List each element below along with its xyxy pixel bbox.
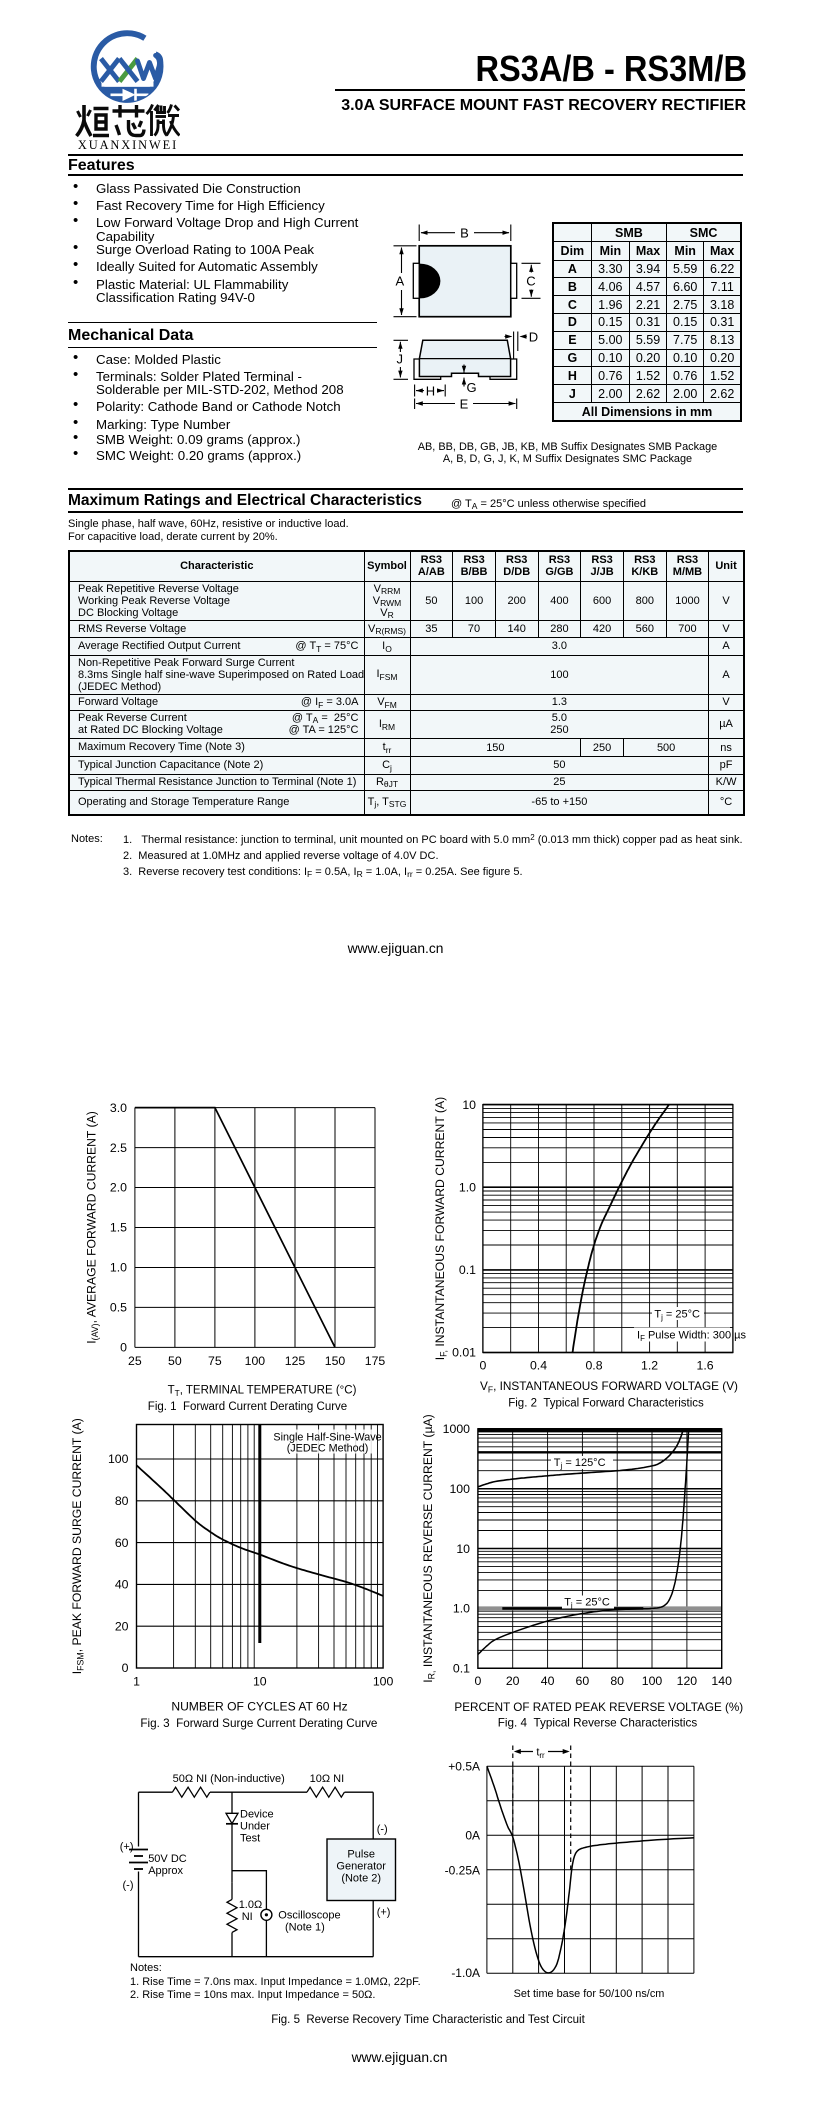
svg-text:Approx: Approx [148,1865,183,1877]
svg-text:10: 10 [462,1098,476,1112]
svg-text:Oscilloscope: Oscilloscope [278,1909,340,1921]
svg-text:0: 0 [120,1341,127,1355]
svg-text:+0.5A: +0.5A [448,1760,480,1774]
svg-text:50V DC: 50V DC [148,1853,187,1865]
svg-text:NI: NI [242,1911,253,1923]
svg-text:20: 20 [506,1674,520,1688]
svg-text:(+): (+) [377,1907,391,1919]
svg-text:Fig. 4 Typical Reverse Charac: Fig. 4 Typical Reverse Characteristics [498,1717,698,1730]
svg-text:G: G [466,380,476,395]
svg-text:1.0: 1.0 [110,1261,127,1275]
svg-text:60: 60 [115,1536,129,1550]
svg-text:(-): (-) [123,1880,134,1892]
svg-text:Test: Test [240,1833,260,1845]
svg-text:3.0: 3.0 [110,1101,127,1115]
svg-text:0.1: 0.1 [459,1263,476,1277]
svg-text:1: 1 [133,1675,140,1689]
svg-text:120: 120 [677,1674,698,1688]
svg-text:J: J [397,351,404,366]
svg-text:10: 10 [253,1675,267,1689]
svg-text:80: 80 [115,1494,129,1508]
svg-text:IF Pulse Width: 300 µs: IF Pulse Width: 300 µs [637,1330,746,1344]
svg-text:A: A [395,274,404,289]
svg-text:60: 60 [576,1674,590,1688]
svg-text:0A: 0A [465,1828,480,1842]
svg-text:0: 0 [122,1661,129,1675]
svg-text:125: 125 [285,1354,306,1368]
svg-text:100: 100 [642,1674,663,1688]
svg-text:-1.0A: -1.0A [451,1966,480,1980]
svg-text:0.1: 0.1 [453,1662,470,1676]
svg-text:B: B [460,225,469,240]
svg-text:100: 100 [245,1354,266,1368]
svg-text:0.8: 0.8 [585,1359,602,1373]
svg-text:Set time base for 50/100 ns/cm: Set time base for 50/100 ns/cm [514,1988,665,2000]
svg-text:(Note 2): (Note 2) [341,1873,381,1885]
svg-text:50Ω NI (Non-inductive): 50Ω NI (Non-inductive) [173,1773,285,1785]
svg-text:0: 0 [479,1359,486,1373]
svg-text:0: 0 [474,1674,481,1688]
svg-text:2.5: 2.5 [110,1141,127,1155]
svg-text:10Ω NI: 10Ω NI [310,1773,345,1785]
svg-text:trr: trr [536,1747,545,1761]
svg-text:1.0Ω: 1.0Ω [239,1899,263,1911]
svg-text:75: 75 [208,1354,222,1368]
svg-text:0.01: 0.01 [452,1346,476,1360]
svg-text:D: D [529,329,538,344]
svg-text:150: 150 [325,1354,346,1368]
svg-text:1.6: 1.6 [697,1359,714,1373]
svg-text:Tj = 125°C: Tj = 125°C [554,1457,606,1471]
svg-text:Device: Device [240,1809,274,1821]
svg-text:(+): (+) [120,1841,134,1853]
svg-text:Single Half-Sine-Wave: Single Half-Sine-Wave [273,1432,381,1444]
svg-text:IF, INSTANTANEOUS FORWARD CURR: IF, INSTANTANEOUS FORWARD CURRENT (A) [433,1097,449,1360]
svg-text:2.0: 2.0 [110,1181,127,1195]
svg-text:0.5: 0.5 [110,1301,127,1315]
svg-text:175: 175 [365,1354,386,1368]
svg-text:E: E [460,396,469,411]
svg-text:100: 100 [449,1482,470,1496]
svg-text:(Note 1): (Note 1) [285,1921,325,1933]
svg-text:80: 80 [610,1674,624,1688]
svg-text:Fig. 2 Typical Forward Charac: Fig. 2 Typical Forward Characteristics [508,1398,704,1410]
svg-text:100: 100 [373,1675,394,1689]
svg-text:VF, INSTANTANEOUS FORWARD VOLT: VF, INSTANTANEOUS FORWARD VOLTAGE (V) [480,1379,738,1395]
svg-text:Under: Under [240,1821,270,1833]
svg-text:1.2: 1.2 [641,1359,658,1373]
svg-text:100: 100 [108,1452,129,1466]
svg-text:Generator: Generator [336,1861,386,1873]
svg-text:PERCENT OF RATED PEAK REVERSE: PERCENT OF RATED PEAK REVERSE VOLTAGE (%… [454,1701,743,1714]
svg-text:50: 50 [168,1354,182,1368]
svg-text:(JEDEC Method): (JEDEC Method) [287,1443,369,1455]
svg-text:25: 25 [128,1354,142,1368]
svg-text:Tj = 25°C: Tj = 25°C [564,1597,610,1611]
svg-text:-0.25A: -0.25A [445,1864,480,1878]
svg-text:1.0: 1.0 [453,1602,470,1616]
svg-text:Fig. 3 Forward Surge Current: Fig. 3 Forward Surge Current Derating Cu… [140,1717,377,1730]
svg-text:TT, TERMINAL TEMPERATURE (°C): TT, TERMINAL TEMPERATURE (°C) [168,1385,357,1399]
svg-text:Tj = 25°C: Tj = 25°C [654,1309,700,1323]
svg-text:1.5: 1.5 [110,1221,127,1235]
svg-text:0.4: 0.4 [530,1359,547,1373]
svg-text:NUMBER OF CYCLES AT 60 Hz: NUMBER OF CYCLES AT 60 Hz [171,1700,347,1714]
svg-text:(-): (-) [377,1824,388,1836]
svg-text:IR, INSTANTANEOUS REVERSE CURR: IR, INSTANTANEOUS REVERSE CURRENT (µA) [421,1415,437,1683]
svg-text:1000: 1000 [443,1422,471,1436]
svg-text:H: H [426,383,435,398]
svg-text:IFSM, PEAK FORWARD SURGE CURRE: IFSM, PEAK FORWARD SURGE CURRENT (A) [70,1418,86,1674]
svg-text:Pulse: Pulse [347,1849,375,1861]
svg-text:I(AV), AVERAGE FORWARD CURRENT: I(AV), AVERAGE FORWARD CURRENT (A) [85,1111,101,1344]
svg-text:1.0: 1.0 [459,1180,476,1194]
svg-text:Fig. 1 Forward Current Derati: Fig. 1 Forward Current Derating Curve [148,1401,347,1413]
svg-text:10: 10 [456,1542,470,1556]
svg-text:140: 140 [711,1674,732,1688]
svg-text:C: C [526,274,535,289]
svg-text:40: 40 [541,1674,555,1688]
svg-text:40: 40 [115,1578,129,1592]
svg-text:20: 20 [115,1619,129,1633]
